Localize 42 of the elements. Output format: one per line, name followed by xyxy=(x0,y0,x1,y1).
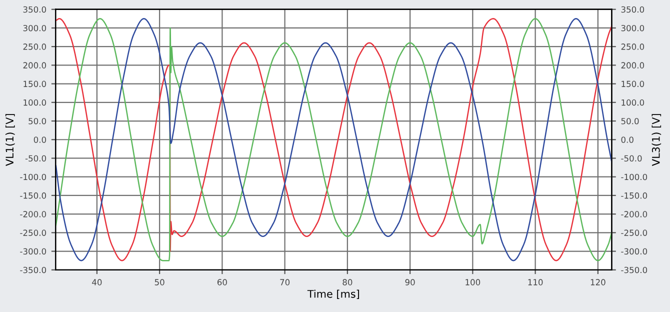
y-tick-label: -200.0 xyxy=(20,211,46,218)
x-tick-label: 40 xyxy=(92,279,102,286)
y-tick-label: -50.0 xyxy=(25,155,46,162)
y-tick-label: 100.0 xyxy=(24,99,46,106)
y2-axis-title: VL3(1) [V] xyxy=(652,114,662,166)
y-tick-label: 0.0 xyxy=(34,136,46,143)
y2-tick-label: 0.0 xyxy=(621,136,634,143)
y2-tick-label: 100.0 xyxy=(622,99,644,106)
y2-tick-label: -100.0 xyxy=(621,174,648,180)
y-axis-title: VL1(1) [V] xyxy=(5,114,15,166)
y2-tick-label: 250.0 xyxy=(621,44,644,50)
y-tick-label: -100.0 xyxy=(20,174,46,180)
y2-tick-label: 300.0 xyxy=(621,24,644,32)
y2-tick-label: -50.0 xyxy=(621,155,642,162)
y2-tick-label: -150.0 xyxy=(621,192,648,199)
y-tick-label: 200.0 xyxy=(23,62,46,68)
y2-tick-label: 150.0 xyxy=(622,80,644,88)
y-tick-label: 50.0 xyxy=(28,118,46,124)
y2-tick-label: -250.0 xyxy=(621,230,648,236)
x-tick-label: 120 xyxy=(590,279,606,286)
x-tick-label: 70 xyxy=(280,279,290,286)
x-tick-label: 110 xyxy=(528,279,543,286)
y-tick-label: 150.0 xyxy=(24,80,46,88)
y-tick-label: -300.0 xyxy=(20,248,46,255)
y-tick-label: 350.0 xyxy=(23,6,46,13)
y-tick-label: -150.0 xyxy=(20,192,46,199)
y-tick-label: -350.0 xyxy=(20,266,46,274)
x-tick-label: 100 xyxy=(466,279,480,286)
x-tick-label: 80 xyxy=(342,279,352,286)
y2-tick-label: 200.0 xyxy=(621,62,644,68)
y2-tick-label: -200.0 xyxy=(621,211,648,218)
x-tick-label: 60 xyxy=(217,279,227,286)
y-tick-label: -250.0 xyxy=(20,230,46,236)
x-axis-title: Time [ms] xyxy=(307,290,360,300)
y2-tick-label: -300.0 xyxy=(621,248,648,255)
y2-tick-label: -350.0 xyxy=(621,266,648,274)
y-tick-label: 250.0 xyxy=(23,44,46,50)
y2-tick-label: 50.0 xyxy=(621,118,639,124)
y2-tick-label: 350.0 xyxy=(621,6,644,13)
x-tick-label: 90 xyxy=(405,279,415,286)
y-tick-label: 300.0 xyxy=(23,24,46,32)
x-tick-label: 50 xyxy=(154,279,164,286)
